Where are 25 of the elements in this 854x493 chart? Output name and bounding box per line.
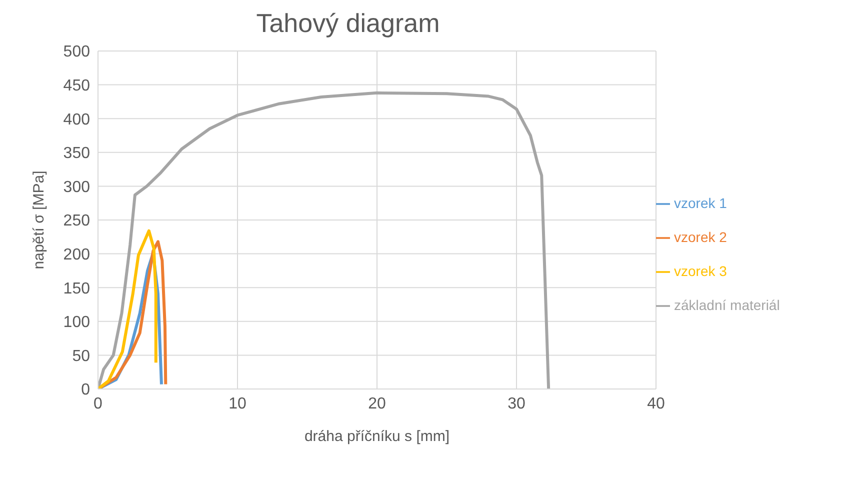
y-tick-label: 350 <box>63 145 90 162</box>
y-tick-label: 0 <box>81 382 90 399</box>
x-tick-label: 30 <box>508 395 526 412</box>
x-tick-label: 10 <box>228 395 246 412</box>
line-series <box>98 229 158 389</box>
y-tick-label: 450 <box>63 77 90 94</box>
legend-label: vzorek 3 <box>674 263 727 279</box>
y-tick-label: 300 <box>63 178 90 196</box>
chart-title: Tahový diagram <box>255 8 441 39</box>
y-tick-label: 250 <box>63 212 90 230</box>
line-series <box>98 91 550 389</box>
x-tick-label: 0 <box>94 395 103 412</box>
x-tick-label: 40 <box>647 395 665 412</box>
x-axis-title: dráha příčníku s [mm] <box>304 428 450 445</box>
y-tick-label: 100 <box>63 314 90 332</box>
y-tick-label: 400 <box>63 111 90 128</box>
x-tick-label: 20 <box>368 395 386 412</box>
legend-label: vzorek 2 <box>674 229 727 245</box>
y-tick-label: 150 <box>63 280 90 298</box>
legend-label: základní materiál <box>674 297 780 313</box>
legend-label: vzorek 1 <box>674 195 727 211</box>
y-tick-label: 50 <box>72 348 90 365</box>
y-axis-title: napětí σ [MPa] <box>30 170 48 270</box>
y-tick-label: 200 <box>63 246 90 264</box>
y-tick-label: 500 <box>63 44 90 61</box>
